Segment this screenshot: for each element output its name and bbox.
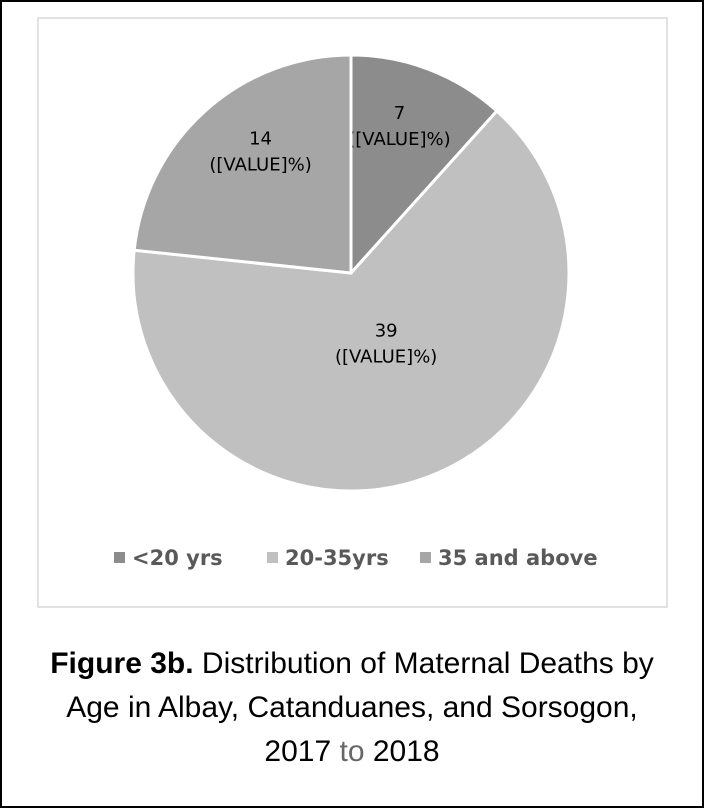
legend-swatch bbox=[420, 552, 431, 563]
legend-label: 35 and above bbox=[438, 546, 598, 570]
pie-slice bbox=[132, 53, 353, 275]
caption-text: Distribution of Maternal Deaths by Age i… bbox=[66, 647, 654, 768]
legend-swatch bbox=[114, 552, 125, 563]
legend-swatch bbox=[267, 552, 278, 563]
caption-to: to bbox=[339, 735, 365, 768]
chart: 7 ([VALUE]%) 39 ([VALUE]%) 14 ([VALUE]%) <20 y… bbox=[37, 17, 668, 608]
legend-label: 20-35yrs bbox=[285, 546, 389, 570]
data-label: 7 ([VALUE]%) bbox=[348, 103, 450, 150]
caption: Figure 3b. Distribution of Maternal Deat… bbox=[32, 642, 672, 774]
pie-slice bbox=[349, 53, 499, 277]
caption-label: Figure 3b. bbox=[50, 647, 194, 680]
caption-end: 2018 bbox=[372, 735, 440, 768]
data-label: 39 ([VALUE]%) bbox=[335, 321, 437, 368]
legend-label: <20 yrs bbox=[132, 546, 223, 570]
pie-slice bbox=[131, 108, 571, 493]
data-label: 14 ([VALUE]%) bbox=[209, 129, 311, 176]
